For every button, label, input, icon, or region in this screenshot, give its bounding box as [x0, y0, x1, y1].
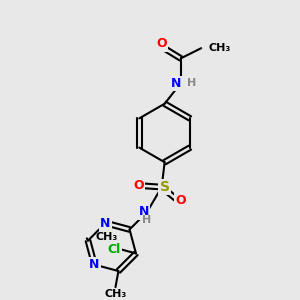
Text: S: S: [160, 180, 170, 194]
Text: Cl: Cl: [107, 243, 121, 256]
Text: N: N: [171, 77, 181, 90]
Text: N: N: [100, 217, 111, 230]
Text: H: H: [187, 78, 196, 88]
Text: CH₃: CH₃: [104, 289, 127, 298]
Text: O: O: [176, 194, 186, 207]
Text: CH₃: CH₃: [96, 232, 118, 242]
Text: O: O: [133, 179, 144, 192]
Text: H: H: [142, 215, 151, 225]
Text: N: N: [138, 206, 149, 218]
Text: O: O: [156, 37, 167, 50]
Text: CH₃: CH₃: [208, 43, 231, 53]
Text: N: N: [89, 258, 100, 271]
